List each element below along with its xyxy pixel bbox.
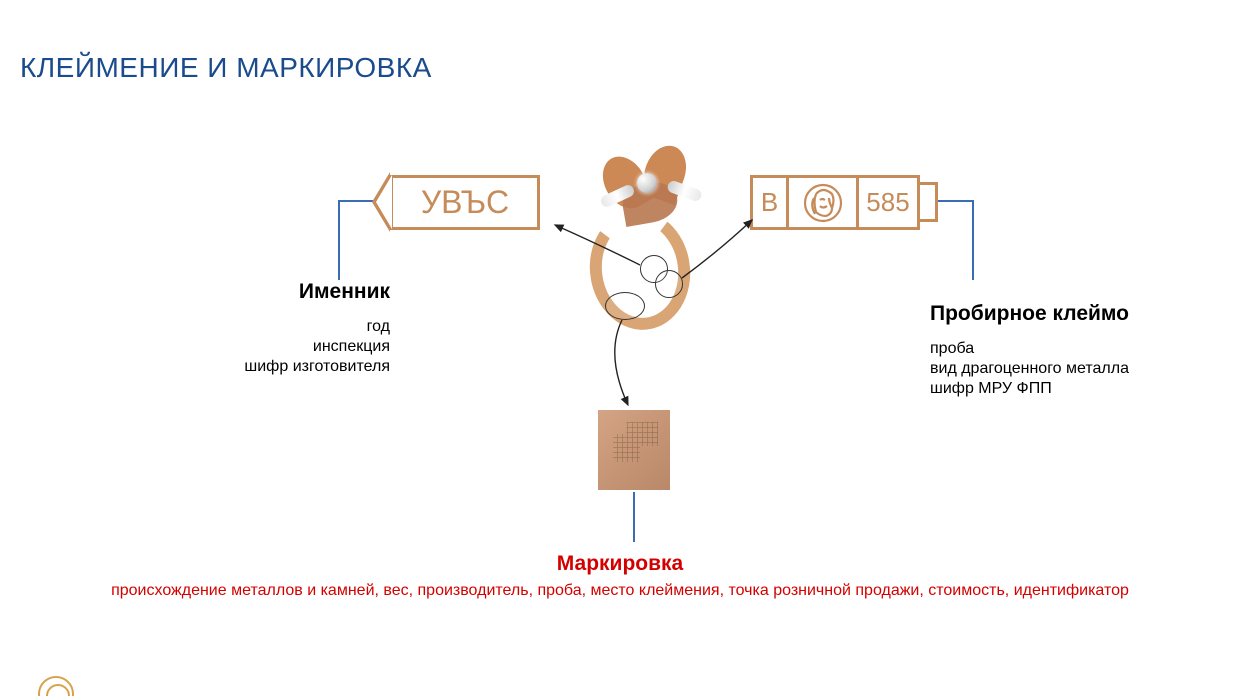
hallmark-head-icon <box>789 178 859 227</box>
maker-mark-line: шифр изготовителя <box>180 358 390 376</box>
maker-mark-stamp: УВЪС <box>390 175 540 230</box>
marking-description: происхождение металлов и камней, вес, пр… <box>0 582 1240 600</box>
hallmark-number: 585 <box>859 187 917 218</box>
maker-mark-line: год <box>180 318 390 336</box>
footer-logo-icon <box>38 676 78 696</box>
maker-mark-title: Именник <box>180 280 390 304</box>
callout-circle <box>605 292 645 320</box>
ring-illustration <box>560 140 730 345</box>
hallmark-line: проба <box>930 340 1210 358</box>
ring-center-gem <box>637 173 657 193</box>
maker-mark-text: УВЪС <box>421 184 509 221</box>
marking-title: Маркировка <box>0 552 1240 576</box>
maker-mark-line: инспекция <box>180 338 390 356</box>
hallmark-stamp: В 585 <box>750 175 920 230</box>
page-title: КЛЕЙМЕНИЕ И МАРКИРОВКА <box>20 52 432 84</box>
marking-block: Маркировка происхождение металлов и камн… <box>0 552 1240 600</box>
maker-mark-block: Именник год инспекция шифр изготовителя <box>180 280 390 378</box>
hallmark-line: шифр МРУ ФПП <box>930 380 1210 398</box>
left-bracket <box>338 200 374 280</box>
hallmark-letter: В <box>753 178 789 227</box>
callout-circle <box>655 270 683 298</box>
diagram: УВЪС В 585 <box>0 120 1240 698</box>
hallmark-tail <box>920 182 938 222</box>
datamatrix-icon <box>613 422 658 462</box>
hallmark-title: Пробирное клеймо <box>930 302 1210 326</box>
left-stamp-tail-inner <box>376 175 392 229</box>
bottom-bracket <box>633 492 635 542</box>
right-bracket <box>938 200 974 280</box>
ring-head <box>595 145 695 225</box>
hallmark-block: Пробирное клеймо проба вид драгоценного … <box>930 302 1210 400</box>
marking-closeup <box>598 410 670 490</box>
hallmark-line: вид драгоценного металла <box>930 360 1210 378</box>
